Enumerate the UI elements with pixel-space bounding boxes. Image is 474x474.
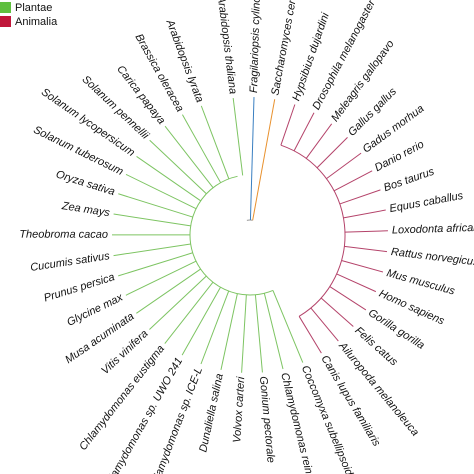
branch	[113, 243, 191, 257]
branch	[241, 294, 247, 373]
branch	[320, 297, 354, 327]
branch	[305, 123, 333, 159]
branch	[252, 99, 276, 221]
branch	[232, 97, 244, 176]
branch	[220, 293, 238, 371]
branch-arc	[280, 144, 346, 317]
branch	[280, 104, 296, 146]
branch	[118, 193, 193, 218]
branch	[164, 125, 214, 189]
legend-label: Animalia	[15, 16, 58, 28]
branch	[336, 273, 377, 293]
legend-swatch	[0, 2, 11, 13]
branch	[200, 290, 230, 365]
branch	[118, 252, 193, 277]
branch	[316, 136, 348, 169]
branch	[200, 105, 230, 180]
leaf-label: Theobroma cacao	[19, 229, 108, 241]
branch	[181, 114, 222, 183]
branch	[339, 189, 381, 205]
branches	[111, 97, 388, 373]
branch	[136, 268, 201, 314]
branch	[329, 286, 367, 311]
branch	[149, 275, 207, 330]
branch	[136, 156, 201, 202]
legend-swatch	[0, 16, 11, 27]
branch	[164, 281, 214, 344]
legend-label: Plantae	[15, 2, 52, 14]
branch	[341, 260, 384, 273]
branch	[263, 293, 284, 370]
branch	[298, 316, 322, 354]
branch	[344, 230, 388, 233]
branch	[272, 290, 304, 363]
leaf-label: Loxodonta africana	[392, 222, 474, 237]
branch	[254, 294, 263, 373]
branch	[343, 209, 386, 219]
branch	[125, 260, 197, 296]
branch	[181, 286, 221, 356]
branch	[310, 307, 339, 342]
branch	[333, 170, 373, 192]
leaf-label: Fragilariopsis cylinc	[248, 0, 263, 93]
branch	[293, 112, 315, 152]
branch	[113, 213, 191, 227]
branch-arc	[189, 175, 274, 296]
branch	[249, 97, 255, 221]
branch	[326, 152, 362, 180]
branch	[344, 245, 388, 253]
leaf-label: Volvox carteri	[231, 376, 247, 443]
legend: Plantae Animalia	[0, 2, 58, 28]
branch	[125, 173, 197, 210]
branch	[149, 139, 207, 195]
